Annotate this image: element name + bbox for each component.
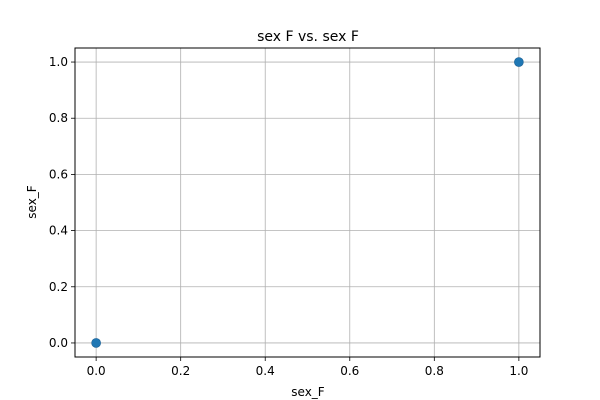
x-tick-label: 1.0 xyxy=(509,364,528,378)
y-tick-label: 1.0 xyxy=(49,55,68,69)
chart-title: sex F vs. sex F xyxy=(257,29,359,45)
y-tick-label: 0.8 xyxy=(49,111,68,125)
y-tick-label: 0.6 xyxy=(49,167,68,181)
x-tick-label: 0.8 xyxy=(425,364,444,378)
x-axis-label: sex_F xyxy=(291,385,325,399)
x-tick-label: 0.6 xyxy=(340,364,359,378)
y-axis-label: sex_F xyxy=(25,185,39,219)
plot-frame xyxy=(74,47,541,358)
x-tick-label: 0.0 xyxy=(87,364,106,378)
y-tick-label: 0.2 xyxy=(49,280,68,294)
x-tick-label: 0.2 xyxy=(171,364,190,378)
y-tick-label: 0.0 xyxy=(49,336,68,350)
data-point xyxy=(514,57,524,67)
x-tick-label: 0.4 xyxy=(256,364,275,378)
grid-lines xyxy=(75,48,540,357)
y-axis-ticks: 0.0 0.2 0.4 0.6 0.8 1.0 xyxy=(49,55,75,350)
x-axis-ticks: 0.0 0.2 0.4 0.6 0.8 1.0 xyxy=(87,357,528,378)
y-tick-label: 0.4 xyxy=(49,224,68,238)
data-point xyxy=(91,338,101,348)
data-points xyxy=(91,57,524,348)
